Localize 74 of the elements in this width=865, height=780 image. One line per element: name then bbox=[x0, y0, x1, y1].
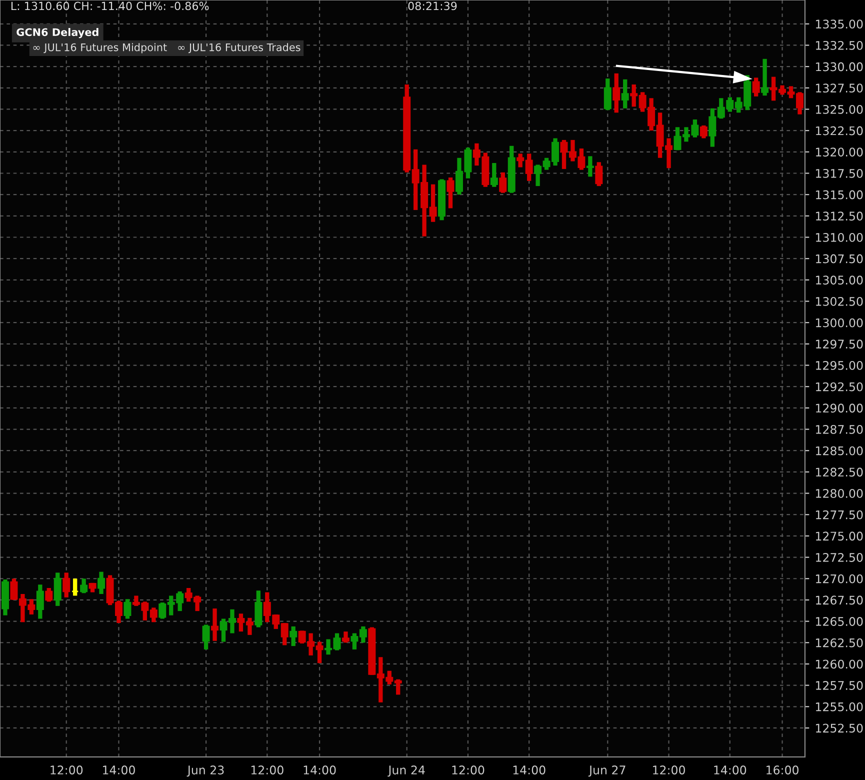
y-tick-label: 1257.50 bbox=[816, 681, 863, 690]
x-tick-label: 14:00 bbox=[304, 766, 336, 774]
candlestick bbox=[290, 626, 298, 646]
y-tick-label: 1260.00 bbox=[816, 660, 863, 669]
candlestick bbox=[45, 588, 53, 602]
y-tick-label: 1325.00 bbox=[816, 104, 863, 114]
candlestick bbox=[595, 162, 603, 186]
y-tick-label: 1295.00 bbox=[816, 360, 863, 370]
candlestick bbox=[586, 156, 594, 177]
y-tick-label: 1252.50 bbox=[816, 724, 863, 733]
y-tick-label: 1320.00 bbox=[816, 148, 863, 157]
x-tick-label: 12:00 bbox=[251, 766, 284, 774]
x-tick-label: 16:00 bbox=[766, 766, 798, 774]
annotation: 08:21:39 bbox=[408, 2, 457, 10]
candlestick bbox=[761, 58, 769, 96]
y-tick-label: 1305.00 bbox=[816, 276, 863, 285]
annotation: GCN6 Delayed bbox=[16, 28, 98, 38]
y-tick-label: 1322.50 bbox=[816, 126, 863, 136]
x-tick-label: 14:00 bbox=[714, 766, 746, 774]
y-tick-label: 1307.50 bbox=[816, 254, 863, 264]
y-tick-label: 1285.00 bbox=[816, 446, 863, 456]
candlestick bbox=[124, 599, 132, 619]
candlestick bbox=[71, 578, 79, 596]
x-tick-label: Jun 27 bbox=[588, 766, 626, 777]
candlestick bbox=[446, 178, 454, 208]
candlestick bbox=[202, 624, 210, 650]
y-tick-label: 1332.50 bbox=[816, 40, 863, 50]
x-tick-label: 12:00 bbox=[452, 766, 484, 774]
y-tick-label: 1287.50 bbox=[816, 424, 863, 434]
candlestick bbox=[254, 590, 262, 628]
candlestick bbox=[490, 163, 498, 187]
y-tick-label: 1275.00 bbox=[816, 532, 863, 541]
y-tick-label: 1302.50 bbox=[816, 296, 863, 306]
y-tick-label: 1297.50 bbox=[816, 340, 863, 349]
y-tick-label: 1335.00 bbox=[816, 20, 863, 29]
y-tick-label: 1315.00 bbox=[816, 190, 863, 200]
candlestick bbox=[342, 632, 350, 643]
y-tick-label: 1255.00 bbox=[816, 702, 863, 712]
candlestick bbox=[700, 125, 708, 138]
y-tick-label: 1290.00 bbox=[816, 404, 863, 413]
y-tick-label: 1282.50 bbox=[816, 468, 863, 477]
x-tick-label: 12:00 bbox=[50, 766, 83, 774]
candlestick bbox=[752, 78, 760, 96]
candlestick bbox=[36, 584, 44, 619]
y-tick-label: 1317.50 bbox=[816, 168, 863, 178]
x-tick-label: Jun 24 bbox=[388, 766, 425, 777]
candlestick bbox=[54, 572, 62, 606]
annotation: ∞ JUL'16 Futures Midpoint ∞ JUL'16 Futures Trades bbox=[33, 43, 300, 54]
y-tick-label: 1327.50 bbox=[816, 84, 863, 93]
x-tick-label: Jun 23 bbox=[186, 766, 224, 777]
y-tick-label: 1292.50 bbox=[816, 382, 863, 392]
y-tick-label: 1310.00 bbox=[816, 232, 863, 242]
y-tick-label: 1270.00 bbox=[816, 574, 863, 584]
candlestick bbox=[211, 608, 219, 641]
candlestick bbox=[621, 79, 629, 108]
candlestick bbox=[80, 578, 88, 594]
x-tick-label: 14:00 bbox=[103, 766, 135, 774]
candlestick bbox=[98, 572, 106, 594]
y-tick-label: 1277.50 bbox=[816, 510, 863, 520]
candlestick bbox=[604, 78, 612, 110]
y-tick-label: 1312.50 bbox=[816, 212, 863, 221]
y-tick-label: 1265.00 bbox=[816, 617, 863, 626]
annotation: L: 1310.60 CH: -11.40 CH%: -0.86% bbox=[11, 2, 209, 10]
x-tick-label: 14:00 bbox=[513, 766, 546, 774]
candlestick bbox=[499, 172, 507, 193]
y-tick-label: 1300.00 bbox=[816, 318, 863, 328]
y-tick-label: 1262.50 bbox=[816, 638, 863, 648]
x-tick-label: 12:00 bbox=[653, 766, 685, 774]
candlestick bbox=[62, 572, 70, 598]
y-tick-label: 1330.00 bbox=[816, 62, 863, 72]
candlestick bbox=[612, 73, 620, 113]
y-tick-label: 1267.50 bbox=[816, 596, 863, 605]
y-tick-label: 1280.00 bbox=[816, 489, 863, 498]
y-tick-label: 1272.50 bbox=[816, 553, 863, 562]
